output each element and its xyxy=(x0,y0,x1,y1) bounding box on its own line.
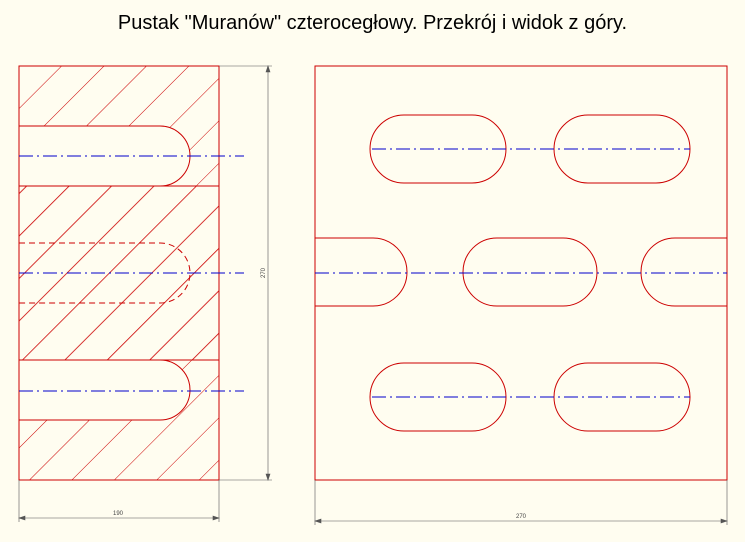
plan-centerlines xyxy=(315,148,727,398)
plan-width-label: 270 xyxy=(516,514,527,520)
plan-hole-row3-left xyxy=(369,362,507,432)
section-dimension-height xyxy=(219,65,272,481)
section-dimension-width xyxy=(18,480,220,522)
plan-hole-row2-right-half xyxy=(640,237,727,307)
plan-hole-row1-right xyxy=(553,114,691,184)
drawing-title: Pustak "Muranów" czterocegłowy. Przekrój… xyxy=(117,12,628,34)
section-view: 190 270 xyxy=(18,65,272,522)
plan-hole-row2-left-half xyxy=(315,237,408,307)
plan-hole-row3-right xyxy=(553,362,691,432)
section-hidden-slot xyxy=(19,242,191,304)
section-width-label: 190 xyxy=(113,511,124,517)
plan-dimension-width xyxy=(314,480,728,525)
plan-hole-row1-left xyxy=(369,114,507,184)
section-height-label: 270 xyxy=(261,267,267,278)
section-slot-lower xyxy=(18,359,191,421)
plan-hole-row2-center xyxy=(462,237,598,307)
